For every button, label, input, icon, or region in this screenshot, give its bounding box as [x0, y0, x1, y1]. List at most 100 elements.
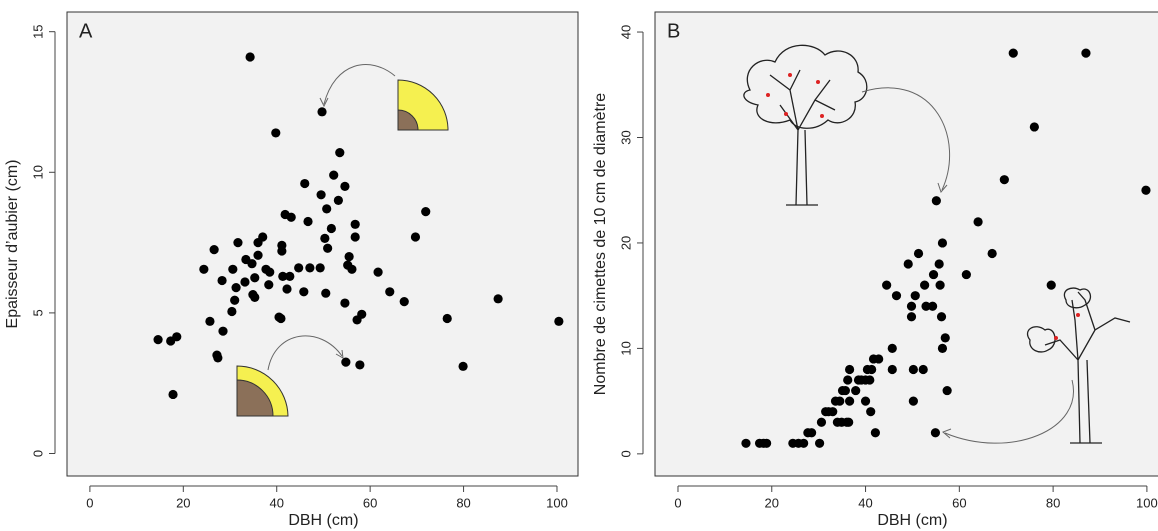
arrow — [323, 64, 396, 105]
y-tick-label: 10 — [30, 165, 45, 179]
point — [421, 207, 431, 217]
point — [921, 301, 931, 311]
point — [860, 396, 871, 406]
point — [286, 212, 296, 222]
point — [350, 232, 360, 242]
point — [870, 428, 880, 438]
point — [271, 128, 281, 138]
point — [918, 364, 928, 375]
point — [276, 313, 286, 324]
point — [928, 269, 939, 280]
point — [908, 364, 918, 375]
point — [913, 248, 924, 259]
point — [240, 277, 250, 287]
point — [326, 223, 336, 234]
point — [218, 326, 228, 336]
x-axis-title: DBH (cm) — [288, 512, 358, 529]
point — [305, 263, 315, 273]
x-tick-label: 0 — [674, 495, 681, 510]
point — [205, 316, 215, 326]
point — [410, 232, 421, 242]
point — [934, 259, 944, 269]
point — [936, 312, 947, 322]
panel: 0 20 40 60 80 100 0 5 10 15 DBH (cm) Epaisseur d’au… — [4, 11, 579, 529]
x-tick-label: 80 — [1046, 495, 1060, 510]
point — [874, 354, 884, 364]
point — [940, 333, 950, 343]
point — [1046, 280, 1056, 290]
point — [341, 357, 351, 367]
point — [231, 282, 241, 293]
y-tick-label: 0 — [30, 450, 45, 457]
point — [851, 385, 861, 396]
point — [253, 250, 263, 260]
point — [316, 190, 326, 200]
point — [799, 438, 809, 448]
point — [321, 288, 331, 298]
point — [315, 263, 325, 273]
x-tick-label: 40 — [269, 495, 283, 510]
point — [209, 245, 219, 255]
point — [230, 295, 240, 305]
y-tick-label: 10 — [618, 341, 633, 355]
point — [903, 259, 913, 269]
point — [335, 148, 345, 158]
point — [285, 271, 295, 281]
point — [867, 364, 877, 375]
x-tick-label: 100 — [546, 495, 568, 510]
sapwood-icon-large — [397, 79, 449, 131]
point — [399, 297, 409, 307]
y-axis-title: Nombre de cimettes de 10 cm de diamètre — [592, 93, 609, 395]
point — [213, 353, 223, 363]
point — [1008, 48, 1018, 58]
x-axis-title: DBH (cm) — [877, 512, 947, 529]
point — [906, 301, 917, 311]
x-tick-label: 60 — [952, 495, 966, 510]
point — [845, 364, 855, 375]
point — [329, 170, 339, 180]
point — [866, 407, 876, 417]
point — [942, 385, 952, 396]
point — [227, 306, 237, 317]
point — [458, 361, 468, 371]
x-tick-label: 40 — [858, 495, 872, 510]
point — [1029, 122, 1039, 132]
point — [385, 287, 395, 297]
point — [807, 428, 817, 438]
plot-background — [654, 11, 1158, 477]
y-tick-label: 15 — [30, 24, 45, 38]
point — [554, 316, 564, 326]
point — [347, 264, 357, 274]
point — [320, 233, 330, 243]
point — [999, 175, 1009, 185]
point — [282, 284, 292, 294]
point — [264, 280, 274, 290]
point — [278, 271, 288, 281]
point — [322, 204, 332, 214]
y-tick-label: 30 — [618, 130, 633, 144]
point — [340, 298, 350, 308]
x-tick-label: 100 — [1136, 495, 1158, 510]
arrowhead — [319, 97, 329, 108]
point — [300, 178, 310, 189]
point — [906, 312, 917, 322]
arrowhead — [937, 182, 948, 193]
point — [350, 219, 360, 229]
point — [294, 263, 304, 273]
panel-label: B — [667, 20, 680, 42]
point — [887, 364, 897, 375]
y-tick-label: 20 — [618, 236, 633, 250]
point — [265, 267, 275, 277]
point — [340, 181, 350, 191]
point — [344, 252, 354, 262]
point — [355, 360, 365, 370]
point — [217, 275, 227, 286]
point — [930, 428, 941, 438]
arrowhead — [335, 349, 344, 359]
tree-icon-small — [1026, 287, 1131, 444]
point — [961, 269, 971, 280]
arrow — [861, 87, 951, 191]
point — [442, 313, 452, 324]
point — [882, 280, 892, 290]
